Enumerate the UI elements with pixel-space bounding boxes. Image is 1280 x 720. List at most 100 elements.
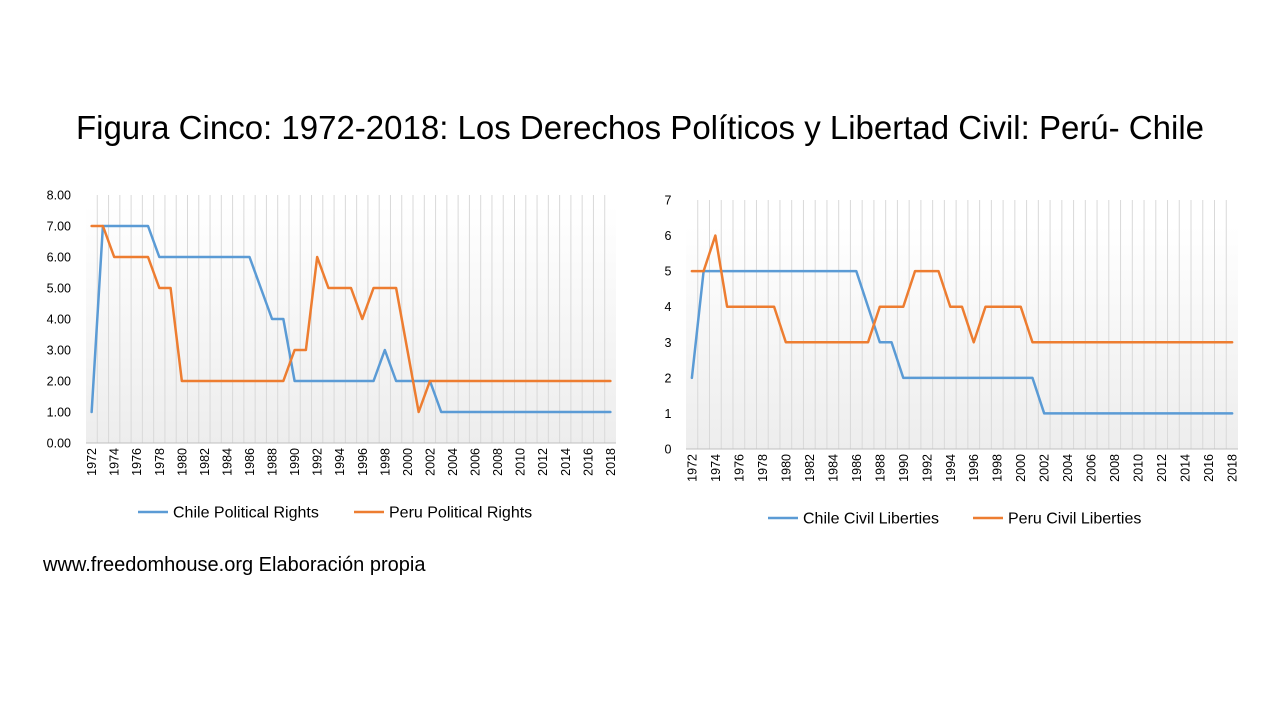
data-point [831,270,834,273]
x-tick-label: 1984 [220,448,234,476]
x-tick-label: 2016 [1202,454,1216,482]
x-tick-label: 1992 [311,448,325,476]
data-point [690,270,693,273]
data-point [761,270,764,273]
data-point [248,380,251,382]
data-point [925,376,928,379]
data-point [1207,412,1210,415]
data-point [316,380,319,382]
data-point [972,376,975,379]
plot-area [686,226,1238,449]
data-point [961,376,963,379]
data-point [796,341,799,344]
data-point [451,411,454,413]
data-point [214,380,217,382]
data-point [304,349,307,351]
data-point [914,376,916,379]
data-point [541,411,544,413]
x-tick-label: 1976 [130,448,144,476]
data-point [124,225,127,227]
data-point [485,380,488,382]
data-point [169,256,172,258]
data-point [372,287,375,289]
x-tick-label: 1982 [198,448,212,476]
y-tick-label: 2.00 [47,375,71,389]
data-point [996,376,999,379]
data-point [192,380,195,382]
x-tick-label: 2010 [514,448,528,476]
legend-label: Chile Political Rights [173,505,319,522]
data-point [271,380,273,382]
data-point [820,270,822,273]
x-tick-label: 1998 [378,448,392,476]
y-tick-label: 7 [665,194,672,208]
data-point [462,411,465,413]
y-tick-label: 3.00 [47,344,71,358]
data-point [440,380,443,382]
source-note: www.freedomhouse.org Elaboración propia [43,554,426,576]
data-point [417,380,420,382]
data-point [553,380,555,382]
data-point [496,411,499,413]
data-point [462,380,465,382]
data-point [726,305,729,308]
y-tick-label: 8.00 [47,189,71,203]
legend-label: Chile Civil Liberties [803,511,939,528]
data-point [474,411,476,413]
data-point [1055,341,1057,344]
data-point [271,318,273,320]
data-point [761,305,764,308]
data-point [1078,341,1081,344]
x-tick-label: 2006 [1085,454,1099,482]
data-point [749,305,752,308]
data-point [541,380,544,382]
y-tick-label: 1 [665,407,672,421]
x-tick-label: 1990 [897,454,911,482]
data-point [609,411,612,413]
data-point [1102,341,1104,344]
y-tick-label: 0.00 [47,437,71,451]
data-point [429,380,431,382]
x-tick-label: 1994 [333,448,347,476]
data-point [417,411,420,413]
data-point [1160,412,1163,415]
data-point [147,225,149,227]
data-point [598,411,600,413]
data-point [135,256,138,258]
data-point [575,411,578,413]
data-point [808,341,811,344]
data-point [914,270,916,273]
data-point [1043,341,1046,344]
data-point [1008,305,1010,308]
data-point [564,411,567,413]
data-point [1137,412,1140,415]
y-tick-label: 2 [665,371,672,385]
data-point [1090,412,1093,415]
page-title: Figura Cinco: 1972-2018: Los Derechos Po… [75,109,1205,146]
x-tick-label: 1994 [944,454,958,482]
x-tick-label: 1992 [920,454,934,482]
x-tick-label: 2012 [536,448,550,476]
data-point [282,318,285,320]
data-point [316,256,319,258]
data-point [1172,341,1175,344]
data-point [890,341,893,344]
x-tick-label: 2014 [1179,454,1193,482]
data-point [226,380,228,382]
data-point [113,256,116,258]
data-point [961,305,963,308]
data-point [1019,376,1022,379]
legend-label: Peru Political Rights [389,505,532,522]
data-point [949,376,952,379]
data-point [598,380,600,382]
x-tick-label: 2006 [469,448,483,476]
data-point [327,380,330,382]
data-point [135,225,138,227]
data-point [1043,412,1046,415]
data-point [1219,412,1222,415]
data-point [507,411,510,413]
data-point [113,225,116,227]
data-point [553,411,555,413]
data-point [1160,341,1163,344]
